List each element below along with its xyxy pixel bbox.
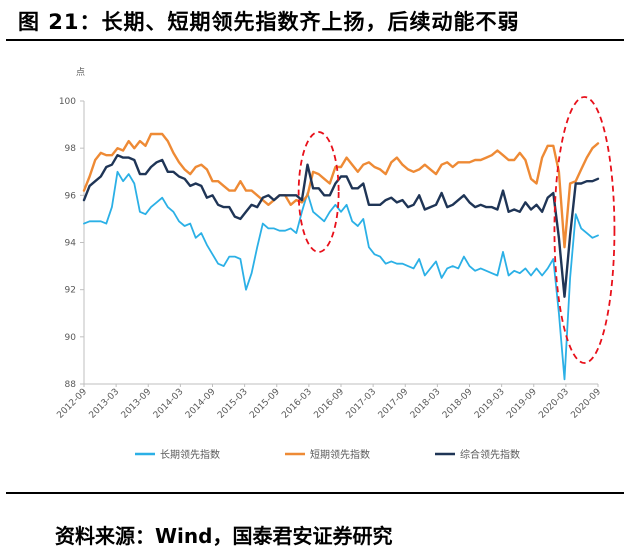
y-tick-label: 98 xyxy=(65,144,77,154)
annotation-ellipse-2016 xyxy=(297,131,340,253)
y-axis: 88 90 92 94 96 98 100 xyxy=(59,97,85,390)
x-tick-label: 2016-09 xyxy=(312,387,346,421)
y-tick-label: 100 xyxy=(59,97,76,107)
footer-rule xyxy=(6,492,624,494)
x-tick-label: 2020-03 xyxy=(537,387,571,421)
title-rule xyxy=(6,39,624,41)
x-tick-label: 2012-09 xyxy=(55,387,89,421)
legend-label-long: 长期领先指数 xyxy=(160,448,220,461)
series-line-short xyxy=(82,132,600,249)
figure-title: 图 21：长期、短期领先指数齐上扬，后续动能不弱 xyxy=(18,10,520,34)
x-tick-label: 2015-09 xyxy=(248,387,282,421)
x-tick-label: 2014-03 xyxy=(152,387,186,421)
x-tick-label: 2013-09 xyxy=(120,387,154,421)
annotation-layer xyxy=(297,96,616,364)
series-line-composite xyxy=(82,153,600,298)
x-tick-label: 2018-03 xyxy=(409,387,443,421)
source-note: 资料来源：Wind，国泰君安证券研究 xyxy=(55,524,393,548)
x-tick-label: 2015-03 xyxy=(216,387,250,421)
x-tick-label: 2019-03 xyxy=(473,387,507,421)
x-tick-label: 2018-09 xyxy=(441,387,475,421)
y-tick-label: 96 xyxy=(65,191,77,201)
legend-label-composite: 综合领先指数 xyxy=(460,448,520,461)
x-tick-label: 2014-09 xyxy=(184,387,218,421)
y-tick-label: 94 xyxy=(65,239,77,249)
y-tick-label: 90 xyxy=(65,333,77,343)
y-axis-unit-label: 点 xyxy=(76,67,85,78)
legend-label-short: 短期领先指数 xyxy=(310,448,370,461)
annotation-ellipse-2020 xyxy=(553,96,616,364)
x-tick-label: 2013-03 xyxy=(88,387,122,421)
x-tick-label: 2020-09 xyxy=(569,387,603,421)
x-tick-label: 2016-03 xyxy=(280,387,314,421)
legend: 长期领先指数 短期领先指数 综合领先指数 xyxy=(135,448,520,461)
x-axis: 2012-092013-032013-092014-032014-092015-… xyxy=(55,383,603,421)
x-tick-label: 2017-09 xyxy=(377,387,411,421)
x-tick-label: 2017-03 xyxy=(345,387,379,421)
series-line-long xyxy=(83,170,599,381)
y-tick-label: 88 xyxy=(65,380,77,390)
series-layer xyxy=(82,132,600,381)
y-tick-label: 92 xyxy=(65,286,76,296)
x-tick-label: 2019-09 xyxy=(505,387,539,421)
